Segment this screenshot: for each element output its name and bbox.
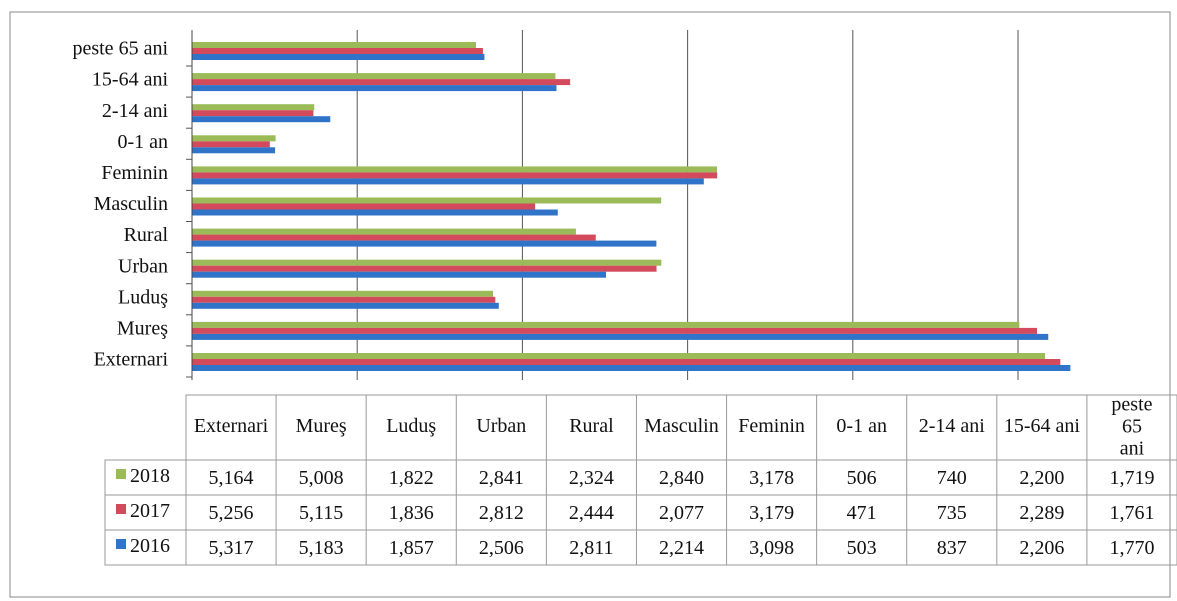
bar [192, 365, 1071, 371]
y-tick-label: Urban [118, 255, 168, 277]
table-value: 735 [937, 502, 967, 524]
table-value: 2,812 [479, 502, 524, 524]
table-value: 1,822 [389, 467, 434, 489]
table-value: 1,836 [389, 502, 434, 524]
table-value: 506 [847, 467, 877, 489]
legend-swatch [116, 469, 126, 479]
bar [192, 234, 596, 241]
table-value: 2,324 [569, 467, 614, 489]
table-value: 1,770 [1109, 537, 1154, 559]
table-value: 2,289 [1019, 502, 1064, 524]
table-value: 2,811 [569, 537, 613, 559]
bar [192, 209, 558, 216]
table-value: 1,719 [1109, 467, 1154, 489]
bar [192, 73, 556, 80]
table-value: 5,183 [299, 537, 344, 559]
table-value: 2,200 [1019, 467, 1064, 489]
bar [192, 104, 315, 111]
bar [192, 265, 657, 272]
table-row-border [104, 494, 1177, 531]
y-tick-label: Rural [124, 224, 169, 246]
bar [192, 296, 496, 303]
legend-label: 2018 [130, 465, 170, 487]
bar [192, 359, 1061, 365]
legend-label: 2016 [130, 535, 170, 557]
table-value: 740 [937, 467, 967, 489]
table-header: Mureş [296, 415, 347, 437]
table-value: 471 [847, 502, 877, 524]
table-value: 5,008 [299, 467, 344, 489]
y-tick-label: Feminin [101, 162, 168, 184]
table-value: 5,317 [209, 537, 254, 559]
table-value: 5,164 [209, 467, 254, 489]
bar [192, 259, 662, 266]
table-header: 0-1 an [836, 415, 887, 437]
y-tick-label: Mureş [117, 317, 168, 339]
table-header: 2-14 ani [919, 415, 986, 437]
table-value: 2,214 [659, 537, 704, 559]
bar [192, 321, 1020, 328]
bar [192, 197, 662, 204]
table-header: Feminin [738, 415, 805, 437]
bar [192, 228, 576, 235]
table-value: 1,857 [389, 537, 434, 559]
y-tick-label: 0-1 an [117, 131, 168, 153]
bar [192, 290, 493, 297]
table-value: 2,506 [479, 537, 524, 559]
bar [192, 333, 1049, 340]
table-value: 2,206 [1019, 537, 1064, 559]
table-value: 1,761 [1109, 502, 1154, 524]
table-value: 3,178 [749, 467, 794, 489]
table-value: 5,256 [209, 502, 254, 524]
bar [192, 240, 657, 247]
table-row-border [104, 459, 1177, 496]
y-tick-label: 15-64 ani [92, 69, 169, 91]
table-value: 2,077 [659, 502, 704, 524]
table-value: 2,841 [479, 467, 524, 489]
table-header: Urban [476, 415, 526, 437]
legend-swatch [116, 539, 126, 549]
table-header: peste 65 ani [1111, 393, 1152, 459]
bar [192, 54, 485, 60]
table-header: Externari [194, 415, 269, 437]
y-tick-label: Externari [94, 349, 169, 371]
bar [192, 79, 571, 86]
table-header: 15-64 ani [1004, 415, 1081, 437]
bar [192, 42, 476, 48]
table-value: 503 [847, 537, 877, 559]
bar [192, 135, 276, 142]
table-value: 837 [937, 537, 967, 559]
bar [192, 302, 499, 309]
bar [192, 48, 483, 54]
bar [192, 353, 1046, 359]
legend-swatch [116, 504, 126, 514]
table-header: Rural [569, 415, 614, 437]
bar [192, 166, 718, 173]
bar [192, 147, 276, 154]
table-value: 2,444 [569, 502, 614, 524]
frame [9, 11, 1171, 598]
y-tick-label: 2-14 ani [102, 100, 169, 122]
bar [192, 110, 314, 117]
table-value: 3,098 [749, 537, 794, 559]
y-tick-label: Luduş [118, 286, 168, 308]
table-value: 5,115 [299, 502, 343, 524]
y-tick-label: Masculin [94, 193, 168, 215]
bar [192, 116, 331, 123]
bar [192, 141, 270, 148]
bar [192, 85, 557, 92]
bar [192, 203, 536, 210]
table-row-border [104, 529, 1177, 566]
table-header: Masculin [644, 415, 718, 437]
bar [192, 327, 1038, 334]
bar [192, 178, 704, 185]
bar [192, 172, 718, 179]
table-header: Luduş [386, 415, 436, 437]
bar [192, 271, 606, 278]
legend-label: 2017 [130, 500, 170, 522]
table-value: 2,840 [659, 467, 704, 489]
y-tick-label: peste 65 ani [72, 38, 168, 60]
table-value: 3,179 [749, 502, 794, 524]
